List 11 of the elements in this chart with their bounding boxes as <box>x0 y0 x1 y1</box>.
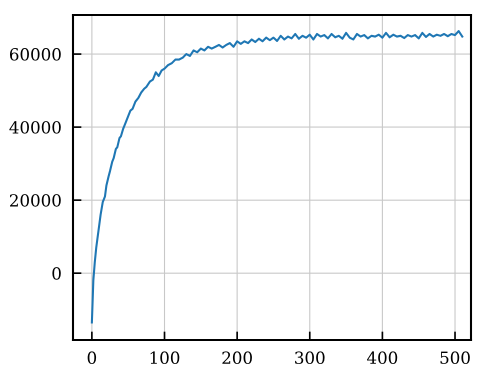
x-tick-label: 100 <box>150 351 180 364</box>
x-tick-label: 300 <box>295 351 325 364</box>
y-tick-label: 60000 <box>10 48 61 61</box>
y-tick-label: 20000 <box>10 194 61 207</box>
x-tick-label: 0 <box>88 351 96 364</box>
y-tick-label: 0 <box>52 267 61 280</box>
y-tick-label: 40000 <box>9 121 61 134</box>
line-series <box>90 30 464 324</box>
x-tick-label: 200 <box>222 351 252 364</box>
x-tick-label: 500 <box>440 351 470 364</box>
x-tick-label: 400 <box>367 351 398 364</box>
